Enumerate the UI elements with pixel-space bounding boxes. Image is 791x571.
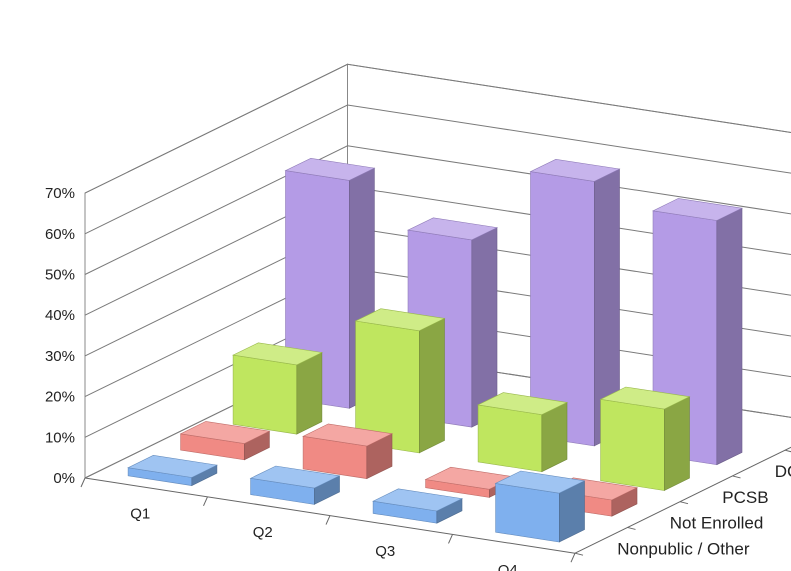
gridline: [84, 145, 791, 275]
depth-axis-line: [574, 446, 791, 554]
chart-bars: [127, 157, 743, 543]
bar-top-face: [529, 158, 621, 182]
bar-top-face: [302, 423, 393, 447]
depth-axis-tick: [784, 449, 791, 453]
bar-top-face: [284, 157, 376, 181]
depth-axis-tick: [627, 526, 636, 530]
series-label: DCPS: [775, 462, 791, 481]
y-tick-label: 60%: [45, 226, 75, 243]
bar-top-face: [494, 470, 586, 494]
bar-top-face: [407, 217, 498, 241]
bar: [372, 488, 463, 524]
bar-side-face: [471, 227, 498, 428]
x-axis-tick: [448, 534, 453, 544]
bar: [179, 421, 271, 461]
depth-axis-tick: [574, 552, 584, 556]
y-tick-label: 30%: [45, 348, 75, 365]
bar-side-face: [663, 396, 690, 491]
x-axis-tick: [570, 552, 576, 563]
x-axis-tick: [325, 515, 331, 525]
x-category-label: Q4: [498, 562, 518, 571]
bar-front-face: [477, 404, 543, 473]
bar-front-face: [232, 354, 298, 435]
bar-top-face: [652, 198, 743, 221]
bar-side-face: [716, 207, 743, 466]
bar-top-face: [232, 342, 323, 366]
bar-top-face: [599, 386, 691, 410]
y-tick-label: 20%: [45, 389, 75, 406]
chart-labels: 0% 10% 20% 30% 40% 50% 60% 70% Q1 Q2 Q3 Q4 Nonpublic…: [45, 185, 791, 571]
gridline: [84, 104, 791, 235]
series-label: Nonpublic / Other: [617, 539, 750, 558]
bar: [529, 158, 621, 447]
series-label: Not Enrolled: [670, 514, 764, 533]
y-tick-label: 40%: [45, 307, 75, 324]
x-axis-tick: [203, 496, 208, 507]
bar-top-face: [372, 488, 463, 512]
bar: [494, 470, 586, 543]
bar-top-face: [354, 308, 446, 332]
bar-top-face: [477, 392, 568, 416]
bar-top-face: [249, 465, 341, 489]
x-category-label: Q2: [253, 524, 273, 541]
y-tick-label: 70%: [45, 185, 75, 202]
bar: [232, 342, 323, 435]
bar: [354, 308, 446, 454]
bar-front-face: [495, 483, 560, 543]
x-category-label: Q1: [130, 505, 150, 522]
bar-side-face: [296, 352, 323, 435]
bar: [599, 386, 691, 491]
gridline: [84, 63, 791, 194]
bar-front-face: [600, 398, 665, 491]
bar: [249, 465, 341, 505]
chart-axes: [80, 446, 791, 563]
bar-side-face: [418, 317, 445, 454]
depth-axis-tick: [732, 475, 741, 479]
x-category-label: Q3: [375, 543, 395, 560]
y-tick-label: 10%: [45, 429, 75, 446]
bar-top-face: [179, 421, 271, 444]
y-tick-label: 50%: [45, 267, 75, 284]
x-axis-tick: [80, 477, 86, 488]
bar: [302, 423, 393, 480]
depth-axis-tick: [679, 501, 689, 505]
bar: [127, 454, 218, 487]
y-tick-label: 0%: [53, 470, 75, 487]
bar: [477, 392, 568, 473]
bar-top-face: [127, 454, 218, 478]
series-label: PCSB: [722, 488, 768, 507]
